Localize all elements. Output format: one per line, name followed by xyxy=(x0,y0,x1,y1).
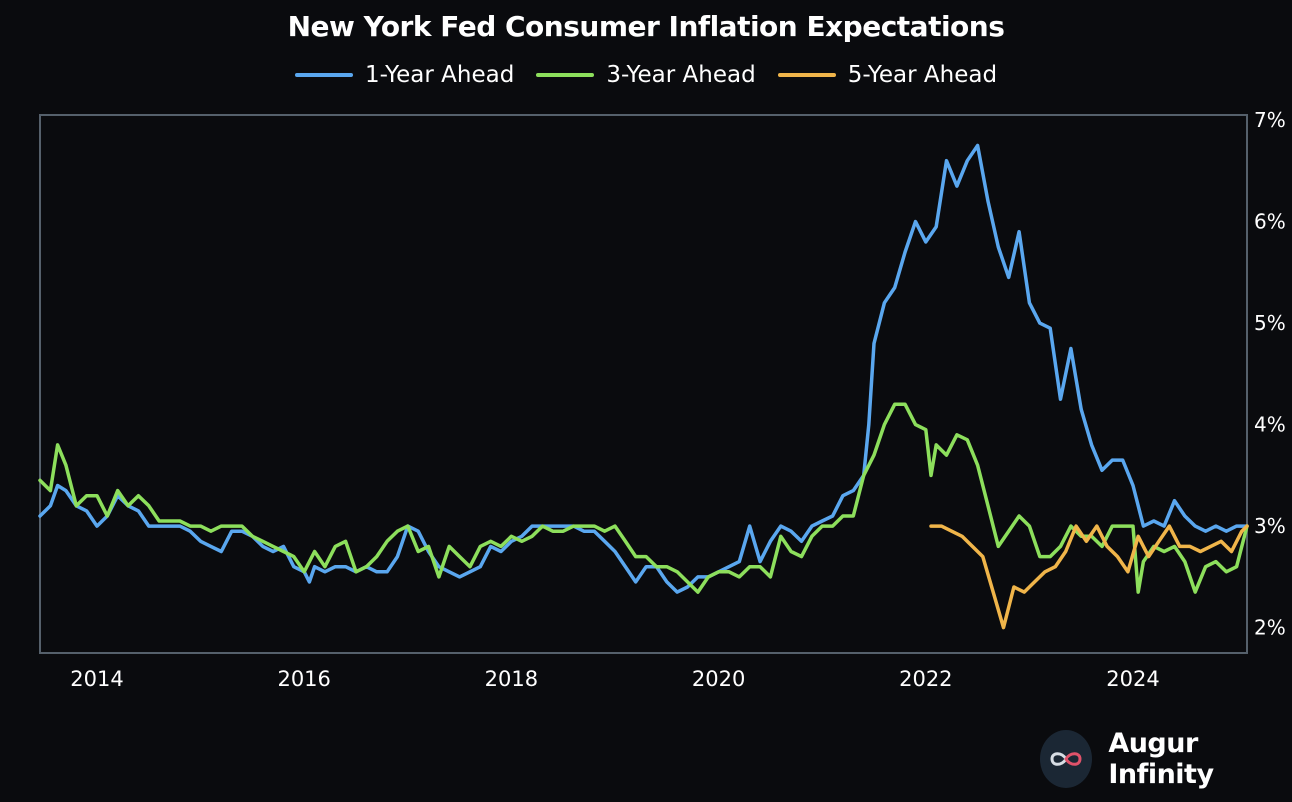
legend-item-1-year[interactable]: 1-Year Ahead xyxy=(294,62,515,88)
legend-label-5-year: 5-Year Ahead xyxy=(847,62,998,88)
x-tick-label: 2016 xyxy=(277,667,330,691)
y-tick-label: 2% xyxy=(1254,616,1286,640)
chart-title: New York Fed Consumer Inflation Expectat… xyxy=(287,10,1005,43)
y-tick-label: 6% xyxy=(1254,210,1286,234)
brand-watermark: Augur Infinity xyxy=(1040,728,1292,790)
legend-item-3-year[interactable]: 3-Year Ahead xyxy=(536,62,756,88)
plot-frame xyxy=(39,114,1248,654)
series-line-1-year-ahead xyxy=(38,143,1249,594)
infinity-icon xyxy=(1050,752,1082,766)
legend-item-5-year[interactable]: 5-Year Ahead xyxy=(777,62,998,88)
y-axis-ticks: 2% 3% 4% 5% 6% 7% xyxy=(1254,108,1286,640)
legend-swatch-3-year xyxy=(536,73,595,77)
brand-logo xyxy=(1040,730,1093,788)
x-axis-ticks: 2014 2016 2018 2020 2022 2024 xyxy=(70,667,1160,691)
y-tick-label: 4% xyxy=(1254,413,1286,437)
series-line-5-year-ahead xyxy=(929,524,1249,630)
x-tick-label: 2018 xyxy=(485,667,538,691)
legend-swatch-5-year xyxy=(777,73,836,77)
x-tick-label: 2024 xyxy=(1106,667,1159,691)
x-tick-label: 2022 xyxy=(899,667,952,691)
y-tick-label: 3% xyxy=(1254,514,1286,538)
series-line-3-year-ahead xyxy=(38,402,1249,594)
legend-label-1-year: 1-Year Ahead xyxy=(364,62,515,88)
y-tick-label: 5% xyxy=(1254,311,1286,335)
x-tick-label: 2020 xyxy=(692,667,745,691)
legend: 1-Year Ahead 3-Year Ahead 5-Year Ahead xyxy=(0,62,1292,88)
x-tick-label: 2014 xyxy=(70,667,123,691)
legend-swatch-1-year xyxy=(294,73,353,77)
legend-label-3-year: 3-Year Ahead xyxy=(606,62,756,88)
brand-name: Augur Infinity xyxy=(1108,728,1214,790)
plot-area-border xyxy=(39,114,1248,654)
series-layer xyxy=(38,143,1249,630)
y-tick-label: 7% xyxy=(1254,108,1286,132)
